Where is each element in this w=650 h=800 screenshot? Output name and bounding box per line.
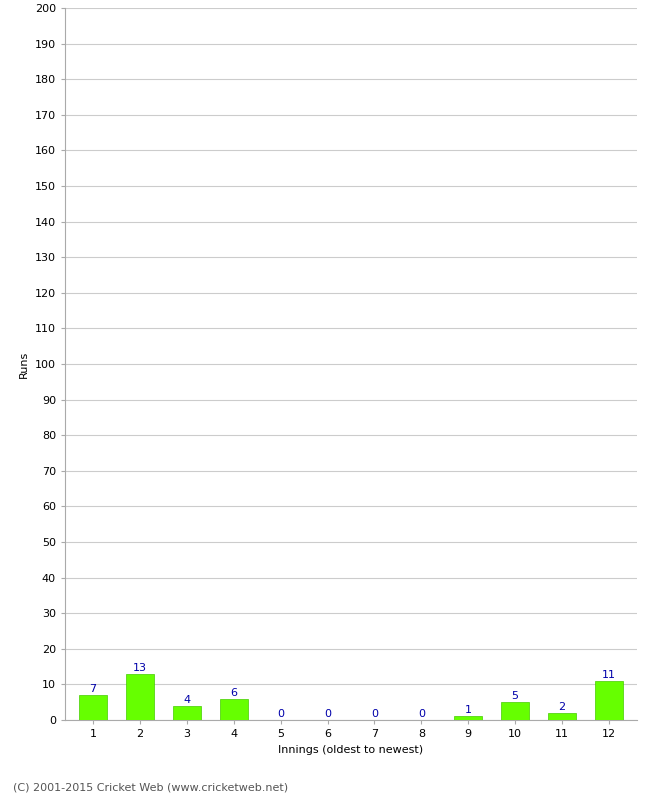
Y-axis label: Runs: Runs [20,350,29,378]
Text: 13: 13 [133,662,147,673]
Text: 0: 0 [277,709,284,719]
Text: 0: 0 [418,709,425,719]
X-axis label: Innings (oldest to newest): Innings (oldest to newest) [278,745,424,754]
Text: 2: 2 [558,702,566,712]
Bar [501,702,529,720]
Text: 7: 7 [90,684,97,694]
Bar [220,698,248,720]
Bar [595,681,623,720]
Bar [79,695,107,720]
Text: 0: 0 [371,709,378,719]
Text: 4: 4 [183,694,190,705]
Text: 0: 0 [324,709,331,719]
Text: 11: 11 [602,670,616,680]
Bar [173,706,201,720]
Bar [548,713,576,720]
Bar [126,674,154,720]
Text: 6: 6 [230,687,237,698]
Text: 1: 1 [465,706,472,715]
Bar [454,717,482,720]
Text: (C) 2001-2015 Cricket Web (www.cricketweb.net): (C) 2001-2015 Cricket Web (www.cricketwe… [13,782,288,792]
Text: 5: 5 [512,691,519,701]
